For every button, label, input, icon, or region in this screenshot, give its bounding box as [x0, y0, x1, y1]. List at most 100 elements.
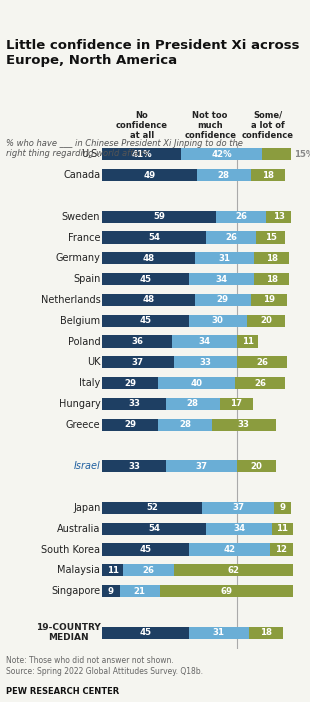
Bar — [237, 336, 258, 347]
Bar — [102, 398, 166, 410]
Bar — [220, 398, 253, 410]
Text: 48: 48 — [143, 254, 155, 263]
Bar — [195, 252, 255, 265]
Bar — [102, 418, 158, 431]
Bar — [166, 461, 237, 472]
Text: U.S.: U.S. — [81, 150, 100, 159]
Text: France: France — [68, 232, 100, 242]
Text: 19-COUNTRY
MEDIAN: 19-COUNTRY MEDIAN — [36, 623, 100, 642]
Text: Greece: Greece — [66, 420, 100, 430]
Bar — [102, 543, 189, 555]
Text: 15: 15 — [265, 233, 277, 242]
Text: 18: 18 — [260, 628, 272, 637]
Text: Little confidence in President Xi across
Europe, North America: Little confidence in President Xi across… — [6, 39, 300, 67]
Bar — [123, 564, 174, 576]
Text: 45: 45 — [140, 628, 152, 637]
Text: 69: 69 — [220, 587, 232, 595]
Text: 34: 34 — [216, 274, 228, 284]
Text: 42%: 42% — [211, 150, 232, 159]
Text: South Korea: South Korea — [41, 545, 100, 555]
Text: 30: 30 — [212, 316, 224, 325]
Bar — [102, 273, 189, 285]
Bar — [189, 543, 270, 555]
Text: Malaysia: Malaysia — [57, 565, 100, 576]
Text: 17: 17 — [230, 399, 242, 409]
Bar — [174, 564, 293, 576]
Text: 48: 48 — [143, 296, 155, 305]
Bar — [250, 169, 285, 181]
Bar — [197, 169, 250, 181]
Text: Netherlands: Netherlands — [41, 295, 100, 305]
Text: 49: 49 — [144, 171, 156, 180]
Text: 12: 12 — [276, 545, 287, 554]
Bar — [102, 314, 189, 326]
Text: UK: UK — [87, 357, 100, 367]
Text: 13: 13 — [272, 212, 285, 221]
Bar — [255, 252, 289, 265]
Text: 37: 37 — [195, 462, 208, 471]
Text: 31: 31 — [213, 628, 225, 637]
Bar — [237, 357, 287, 369]
Text: 20: 20 — [260, 316, 272, 325]
Text: 45: 45 — [140, 316, 152, 325]
Bar — [102, 148, 181, 160]
Text: 11: 11 — [277, 524, 288, 534]
Bar — [202, 502, 274, 514]
Bar — [189, 273, 255, 285]
Bar — [247, 314, 285, 326]
Text: 29: 29 — [124, 420, 136, 429]
Text: 11: 11 — [242, 337, 254, 346]
Bar — [189, 314, 247, 326]
Bar — [189, 627, 249, 639]
Text: No
confidence
at all: No confidence at all — [116, 111, 168, 140]
Text: 52: 52 — [146, 503, 158, 512]
Bar — [216, 211, 266, 223]
Text: 19: 19 — [263, 296, 275, 305]
Text: 26: 26 — [254, 378, 266, 388]
Bar — [181, 148, 262, 160]
Bar — [102, 211, 216, 223]
Bar — [255, 273, 289, 285]
Bar — [102, 502, 202, 514]
Bar — [174, 357, 237, 369]
Bar — [158, 377, 235, 389]
Text: 15%: 15% — [294, 150, 310, 159]
Text: Belgium: Belgium — [60, 316, 100, 326]
Text: Spain: Spain — [73, 274, 100, 284]
Text: Germany: Germany — [55, 253, 100, 263]
Text: 45: 45 — [140, 545, 152, 554]
Text: Japan: Japan — [73, 503, 100, 513]
Text: 33: 33 — [128, 399, 140, 409]
Text: 40: 40 — [191, 378, 203, 388]
Text: 26: 26 — [256, 358, 268, 367]
Text: 26: 26 — [225, 233, 237, 242]
Text: 18: 18 — [262, 171, 274, 180]
Bar — [270, 543, 293, 555]
Text: 36: 36 — [131, 337, 143, 346]
Bar — [120, 585, 160, 597]
Text: 21: 21 — [134, 587, 146, 595]
Text: 28: 28 — [179, 420, 191, 429]
Text: Not too
much
confidence: Not too much confidence — [184, 111, 236, 140]
Bar — [102, 252, 195, 265]
Text: Italy: Italy — [79, 378, 100, 388]
Text: 41%: 41% — [131, 150, 152, 159]
Text: 9: 9 — [108, 587, 114, 595]
Text: 26: 26 — [235, 212, 247, 221]
Text: Sweden: Sweden — [62, 212, 100, 222]
Bar — [235, 377, 285, 389]
Text: 26: 26 — [143, 566, 154, 575]
Text: Australia: Australia — [57, 524, 100, 534]
Bar — [249, 627, 283, 639]
Text: Some/
a lot of
confidence: Some/ a lot of confidence — [242, 111, 294, 140]
Text: 33: 33 — [128, 462, 140, 471]
Bar — [172, 336, 237, 347]
Text: 37: 37 — [232, 503, 244, 512]
Text: 34: 34 — [233, 524, 245, 534]
Bar — [158, 418, 212, 431]
Bar — [102, 294, 195, 306]
Bar — [237, 461, 276, 472]
Text: Israel: Israel — [73, 461, 100, 471]
Text: 34: 34 — [198, 337, 210, 346]
Text: 33: 33 — [238, 420, 250, 429]
